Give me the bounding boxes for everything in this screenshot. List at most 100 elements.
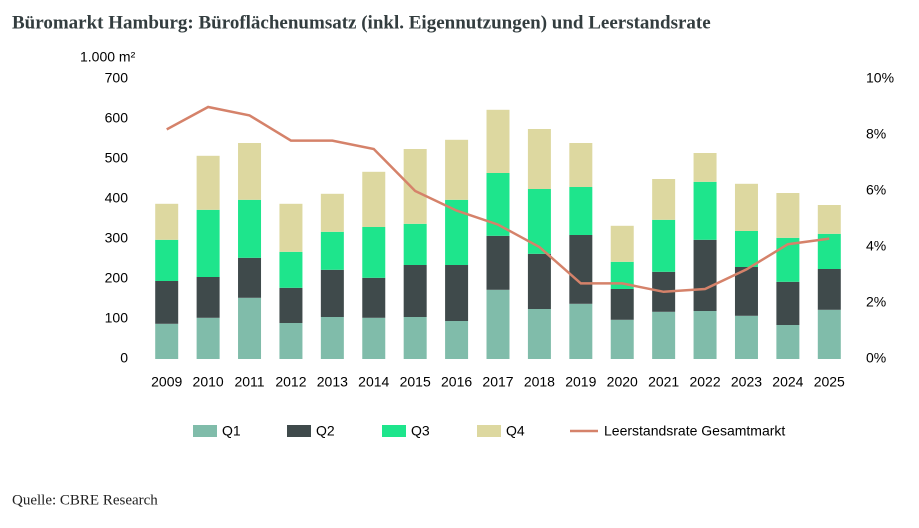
bar-segment xyxy=(652,179,676,220)
bar-segment xyxy=(403,223,427,265)
bar-segment xyxy=(279,203,303,252)
bar-segment xyxy=(238,257,262,298)
bar-segment xyxy=(652,219,676,272)
x-tick-label: 2020 xyxy=(607,374,638,390)
bar-segment xyxy=(569,235,593,304)
bar-segment xyxy=(734,183,758,231)
bar-segment xyxy=(445,199,469,265)
bar-segment xyxy=(693,153,717,182)
chart-title: Büromarkt Hamburg: Büroflächenumsatz (in… xyxy=(12,12,711,33)
bar-segment xyxy=(238,297,262,359)
bar-segment xyxy=(486,235,510,290)
bar-segment xyxy=(693,239,717,311)
bar-segment xyxy=(734,231,758,267)
bar-segment xyxy=(155,203,179,240)
bar-segment xyxy=(403,317,427,359)
bar-segment xyxy=(610,319,634,359)
x-tick-label: 2012 xyxy=(275,374,306,390)
bar-segment xyxy=(569,303,593,359)
x-tick-label: 2014 xyxy=(358,374,389,390)
bar-segment xyxy=(445,139,469,200)
bar-segment xyxy=(486,289,510,359)
y2-tick-label: 2% xyxy=(866,294,886,310)
x-tick-label: 2023 xyxy=(731,374,762,390)
x-tick-label: 2011 xyxy=(234,374,264,390)
bar-segment xyxy=(238,143,262,200)
bar-segment xyxy=(320,231,344,270)
bar-segment xyxy=(527,129,551,189)
bar-segment xyxy=(445,265,469,321)
bar-segment xyxy=(445,321,469,359)
x-tick-label: 2018 xyxy=(524,374,555,390)
bar-segment xyxy=(196,277,220,318)
source: Quelle: CBRE Research xyxy=(12,492,158,508)
bar-segment xyxy=(196,155,220,210)
legend-label: Q4 xyxy=(506,423,525,439)
legend-swatch xyxy=(382,425,406,437)
legend-label: Leerstandsrate Gesamtmarkt xyxy=(604,423,785,439)
bar-segment xyxy=(320,317,344,359)
y2-tick-label: 4% xyxy=(866,238,886,254)
bar-segment xyxy=(652,311,676,359)
y-tick-label: 200 xyxy=(105,270,129,286)
y2-tick-label: 0% xyxy=(866,350,886,366)
x-tick-label: 2010 xyxy=(193,374,224,390)
x-tick-label: 2024 xyxy=(772,374,803,390)
legend-label: Q1 xyxy=(222,423,241,439)
x-tick-label: 2016 xyxy=(441,374,472,390)
x-tick-label: 2009 xyxy=(151,374,182,390)
bar-segment xyxy=(362,171,386,227)
bar-segment xyxy=(610,289,634,320)
legend-swatch xyxy=(193,425,217,437)
bar-segment xyxy=(776,325,800,359)
bar-segment xyxy=(527,309,551,359)
bar-segment xyxy=(403,149,427,224)
bar-segment xyxy=(527,189,551,254)
bar-segment xyxy=(155,323,179,359)
bar-segment xyxy=(734,267,758,316)
bar-segment xyxy=(279,323,303,359)
bar-segment xyxy=(320,269,344,317)
bar-segment xyxy=(817,269,841,310)
y-tick-label: 700 xyxy=(105,70,129,86)
y2-tick-label: 10% xyxy=(866,70,894,86)
bar-segment xyxy=(155,281,179,324)
x-tick-label: 2019 xyxy=(565,374,596,390)
bar-segment xyxy=(196,317,220,359)
bar-segment xyxy=(693,181,717,240)
bar-segment xyxy=(486,109,510,173)
x-tick-label: 2025 xyxy=(814,374,845,390)
y2-tick-label: 8% xyxy=(866,126,886,142)
y2-tick-label: 6% xyxy=(866,182,886,198)
x-tick-label: 2022 xyxy=(689,374,720,390)
bar-segment xyxy=(527,253,551,309)
legend-swatch xyxy=(287,425,311,437)
bar-segment xyxy=(362,317,386,359)
y-axis-label: 1.000 m² xyxy=(80,49,136,65)
x-tick-label: 2013 xyxy=(317,374,348,390)
bar-segment xyxy=(362,277,386,318)
bar-segment xyxy=(569,187,593,235)
bar-segment xyxy=(693,311,717,359)
x-tick-label: 2017 xyxy=(482,374,513,390)
bar-segment xyxy=(569,143,593,187)
x-tick-label: 2015 xyxy=(400,374,431,390)
bar-segment xyxy=(610,225,634,262)
line-series xyxy=(166,105,830,294)
bar-segment xyxy=(486,173,510,236)
bar-segment xyxy=(817,205,841,234)
y-tick-label: 600 xyxy=(105,110,129,126)
y-tick-label: 100 xyxy=(105,310,129,326)
y-tick-label: 0 xyxy=(120,350,128,366)
bar-segment xyxy=(817,233,841,269)
bar-segment xyxy=(238,199,262,258)
bar-segment xyxy=(734,315,758,359)
bar-segment xyxy=(279,251,303,288)
bar-segment xyxy=(196,209,220,277)
bar-segment xyxy=(403,265,427,317)
legend-swatch xyxy=(477,425,501,437)
bar-segment xyxy=(362,227,386,278)
bar-segment xyxy=(776,193,800,238)
bar-segment xyxy=(776,281,800,325)
